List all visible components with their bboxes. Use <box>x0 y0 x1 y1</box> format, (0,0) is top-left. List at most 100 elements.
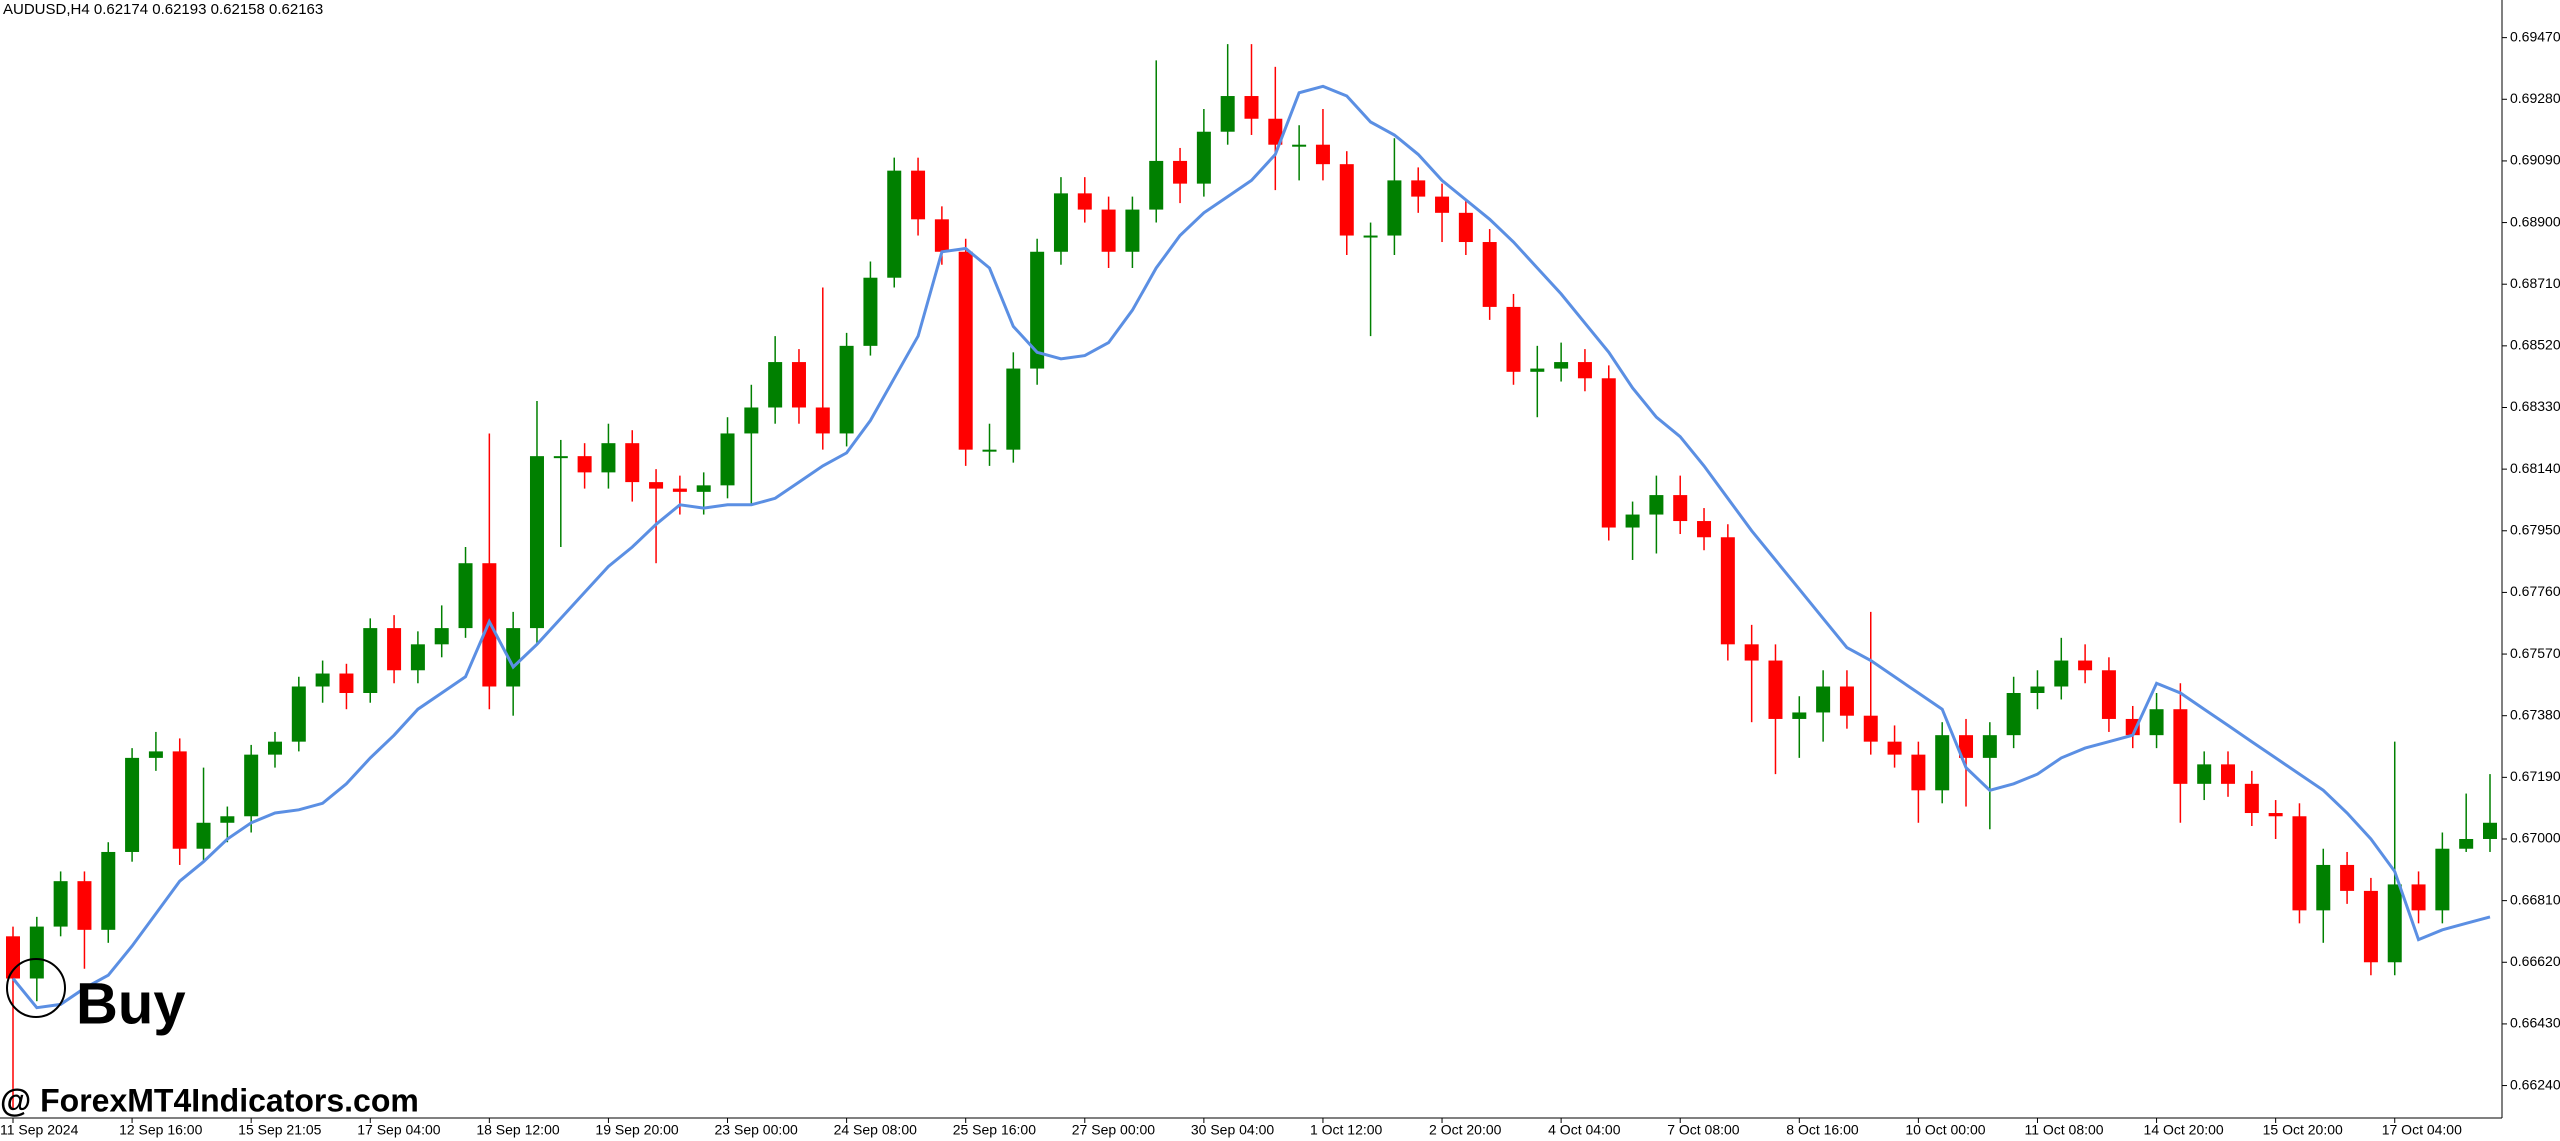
x-tick-label: 23 Sep 00:00 <box>715 1122 799 1138</box>
candle-body <box>1339 164 1354 236</box>
x-tick-label: 2 Oct 20:00 <box>1429 1122 1502 1138</box>
y-tick-label: 0.67000 <box>2510 830 2560 846</box>
candle-body <box>2435 848 2450 911</box>
candle-body <box>220 816 235 823</box>
y-tick-label: 0.68140 <box>2510 460 2560 476</box>
candle-body <box>1839 686 1854 716</box>
y-tick-label: 0.68520 <box>2510 337 2560 353</box>
candle-body <box>387 628 402 671</box>
candle-body <box>1863 715 1878 742</box>
candle-body <box>2459 838 2474 849</box>
candle-body <box>125 757 140 852</box>
y-tick-label: 0.67760 <box>2510 583 2560 599</box>
candle-body <box>1435 196 1450 213</box>
candle-body <box>1315 144 1330 165</box>
x-tick-label: 7 Oct 08:00 <box>1667 1122 1740 1138</box>
candle-body <box>2316 864 2331 911</box>
candle-body <box>1744 644 1759 661</box>
candle-body <box>1053 193 1068 252</box>
candle-body <box>1935 735 1950 791</box>
candle-body <box>291 686 306 742</box>
candle-body <box>1768 660 1783 719</box>
candle-body <box>2340 864 2355 891</box>
x-tick-label: 19 Sep 20:00 <box>595 1122 679 1138</box>
candle-body <box>1220 96 1235 132</box>
x-tick-label: 11 Oct 08:00 <box>2024 1122 2103 1138</box>
candle-body <box>863 277 878 346</box>
candle-body <box>911 170 926 220</box>
candle-body <box>1077 193 1092 210</box>
candle-body <box>434 628 449 645</box>
x-tick-label: 10 Oct 00:00 <box>1905 1122 1985 1138</box>
y-tick-label: 0.69090 <box>2510 152 2560 168</box>
candle-body <box>244 754 259 817</box>
candle-body <box>815 407 830 434</box>
candle-body <box>2006 692 2021 736</box>
candle-body <box>1601 378 1616 528</box>
candle-body <box>101 851 116 930</box>
y-tick-label: 0.69470 <box>2510 28 2560 44</box>
candle-body <box>2173 709 2188 784</box>
candle-body <box>625 443 640 483</box>
candle-body <box>768 362 783 408</box>
candle-body <box>2054 660 2069 687</box>
y-tick-label: 0.67570 <box>2510 645 2560 661</box>
candle-body <box>1101 209 1116 252</box>
candle-body <box>1530 368 1545 372</box>
x-tick-label: 11 Sep 2024 <box>0 1122 79 1138</box>
candle-body <box>1173 160 1188 184</box>
x-tick-label: 14 Oct 20:00 <box>2144 1122 2224 1138</box>
y-tick-label: 0.66620 <box>2510 953 2560 969</box>
candle-body <box>696 485 711 492</box>
candle-body <box>934 219 949 252</box>
y-tick-label: 0.66810 <box>2510 891 2560 907</box>
candle-body <box>839 345 854 434</box>
candle-body <box>53 881 68 927</box>
candle-body <box>2149 709 2164 736</box>
candle-body <box>2244 783 2259 814</box>
buy-marker <box>6 958 66 1018</box>
candle-body <box>1006 368 1021 450</box>
candle-body <box>148 751 163 758</box>
x-tick-label: 24 Sep 08:00 <box>834 1122 918 1138</box>
moving-average <box>11 84 2491 1010</box>
candle-body <box>1720 537 1735 645</box>
candle-body <box>267 741 282 755</box>
candle-body <box>6 936 20 979</box>
y-tick-label: 0.68710 <box>2510 275 2560 291</box>
x-tick-label: 1 Oct 12:00 <box>1310 1122 1383 1138</box>
candle-body <box>1959 735 1974 758</box>
x-tick-label: 12 Sep 16:00 <box>119 1122 203 1138</box>
candle-body <box>577 456 592 473</box>
candle-body <box>172 751 187 849</box>
candle-body <box>601 443 616 473</box>
candle-body <box>1482 242 1497 307</box>
candle-body <box>1982 735 1997 758</box>
candle-body <box>2125 718 2140 736</box>
candle-body <box>1125 209 1140 252</box>
candle-body <box>29 926 44 979</box>
candle-body <box>1792 712 1807 719</box>
x-tick-label: 17 Oct 04:00 <box>2382 1122 2462 1138</box>
candle-body <box>1196 131 1211 184</box>
x-tick-label: 25 Sep 16:00 <box>953 1122 1037 1138</box>
candle-body <box>2363 890 2378 963</box>
candle-body <box>1292 144 1307 147</box>
candle-body <box>506 628 521 687</box>
y-tick-label: 0.67380 <box>2510 706 2560 722</box>
candle-body <box>1673 495 1688 522</box>
candle-body <box>1816 686 1831 713</box>
candle-body <box>363 628 378 693</box>
candle-body <box>2101 670 2116 719</box>
candle-body <box>2483 822 2497 839</box>
candle-body <box>2221 764 2236 784</box>
candle-body <box>791 362 806 408</box>
candle-body <box>196 822 211 849</box>
candle-body <box>1030 251 1045 369</box>
chart-title: AUDUSD,H4 0.62174 0.62193 0.62158 0.6216… <box>3 1 323 18</box>
y-tick-label: 0.69280 <box>2510 90 2560 106</box>
candle-body <box>1458 212 1473 243</box>
y-tick-label: 0.66430 <box>2510 1015 2560 1031</box>
y-tick-label: 0.68900 <box>2510 213 2560 229</box>
